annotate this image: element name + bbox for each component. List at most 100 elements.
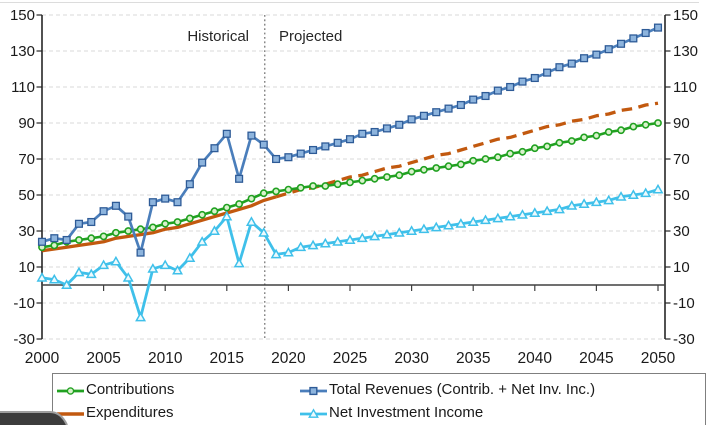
y-tick-label-right: 110 <box>673 79 697 96</box>
total-revenues-line-marker-icon <box>300 384 327 396</box>
data-point-square <box>210 144 219 153</box>
data-point-circle <box>530 144 539 153</box>
data-point-triangle <box>467 216 479 226</box>
data-point-circle <box>148 223 157 232</box>
data-point-triangle <box>61 279 73 289</box>
data-point-triangle <box>529 207 541 217</box>
x-tick-label: 2035 <box>456 350 490 367</box>
data-point-circle <box>506 149 515 158</box>
data-point-triangle <box>295 241 307 252</box>
legend-label: Net Investment Income <box>329 404 484 421</box>
data-point-square <box>272 154 281 164</box>
data-point-square <box>432 108 441 117</box>
data-point-square <box>407 115 416 124</box>
data-point-circle <box>87 234 96 243</box>
data-point-circle <box>321 182 330 190</box>
data-point-square <box>395 120 404 129</box>
data-point-triangle <box>245 216 257 226</box>
data-point-circle <box>383 173 391 181</box>
data-point-circle <box>580 133 588 142</box>
data-point-square <box>641 28 650 38</box>
legend-label: Contributions <box>86 381 175 398</box>
data-point-triangle <box>36 272 48 282</box>
data-point-circle <box>543 142 552 151</box>
data-point-triangle <box>48 273 60 284</box>
data-point-circle <box>112 228 120 237</box>
legend-item-total-revenues: Total Revenues (Contrib. + Net Inv. Inc.… <box>300 378 705 401</box>
data-point-square <box>259 140 268 149</box>
data-point-triangle <box>184 252 196 262</box>
data-point-circle <box>617 126 625 135</box>
data-point-circle <box>567 137 576 145</box>
y-tick-label-left: 110 <box>11 79 35 96</box>
y-tick-label-left: 50 <box>18 187 35 204</box>
data-point-square <box>382 124 392 133</box>
window-top-edge <box>0 2 699 3</box>
data-point-square <box>616 39 626 48</box>
data-point-circle <box>309 182 317 190</box>
data-point-square <box>321 142 330 151</box>
data-point-square <box>37 237 47 246</box>
x-tick-label: 2045 <box>579 350 613 367</box>
data-point-square <box>592 50 601 59</box>
data-point-triangle <box>652 183 664 194</box>
data-point-circle <box>456 160 465 169</box>
data-point-circle <box>420 165 428 174</box>
y-tick-label-left: 130 <box>10 43 35 60</box>
data-point-square <box>518 77 527 86</box>
data-point-circle <box>555 138 564 147</box>
data-point-square <box>567 59 576 68</box>
x-tick-label: 2010 <box>148 350 183 367</box>
data-point-triangle <box>615 191 627 201</box>
y-tick-label-right: -30 <box>673 331 695 348</box>
data-point-triangle <box>443 219 455 230</box>
data-point-square <box>235 174 244 183</box>
data-point-triangle <box>381 228 393 239</box>
data-point-square <box>419 111 428 120</box>
data-point-triangle <box>208 225 220 235</box>
data-point-triangle <box>356 232 368 243</box>
historical-label: Historical <box>187 28 249 45</box>
data-point-circle <box>247 194 256 203</box>
data-point-circle <box>654 119 662 127</box>
data-point-triangle <box>492 212 504 223</box>
line-chart: 150 150 130 130 110 110 90 90 70 70 50 50 30 30 10 10 -1… <box>10 7 698 367</box>
data-point-circle <box>469 156 478 165</box>
data-point-triangle <box>147 263 159 273</box>
y-tick-label-right: 70 <box>673 151 690 168</box>
y-tick-label-left: 10 <box>18 259 35 276</box>
data-point-circle <box>481 155 490 163</box>
data-point-circle <box>493 153 502 162</box>
data-point-triangle <box>332 236 344 246</box>
data-point-square <box>284 153 293 162</box>
y-tick-label-left: 90 <box>18 115 35 132</box>
data-point-square <box>173 198 182 207</box>
data-point-square <box>653 23 663 32</box>
data-point-circle <box>272 187 280 196</box>
data-point-triangle <box>406 225 418 235</box>
data-point-triangle <box>307 239 319 250</box>
data-point-circle <box>210 207 219 216</box>
data-point-square <box>530 73 539 83</box>
data-point-triangle <box>159 259 171 270</box>
data-point-circle <box>444 162 453 171</box>
data-point-square <box>506 82 515 92</box>
data-point-square <box>111 201 120 210</box>
data-point-square <box>185 180 194 189</box>
data-point-triangle <box>516 209 528 219</box>
x-tick-label: 2020 <box>271 350 306 367</box>
data-point-square <box>333 138 342 147</box>
data-point-square <box>62 235 71 245</box>
y-tick-label-right: 10 <box>673 259 690 276</box>
x-tick-label: 2025 <box>333 350 367 367</box>
data-point-triangle <box>172 264 184 275</box>
data-point-circle <box>161 219 170 228</box>
data-point-circle <box>358 176 367 185</box>
data-point-triangle <box>122 272 134 282</box>
data-point-triangle <box>504 210 516 221</box>
y-tick-label-right: 30 <box>673 223 690 240</box>
data-point-circle <box>407 167 416 176</box>
data-point-square <box>481 91 490 101</box>
legend-item-net-investment-income: Net Investment Income <box>300 401 705 424</box>
